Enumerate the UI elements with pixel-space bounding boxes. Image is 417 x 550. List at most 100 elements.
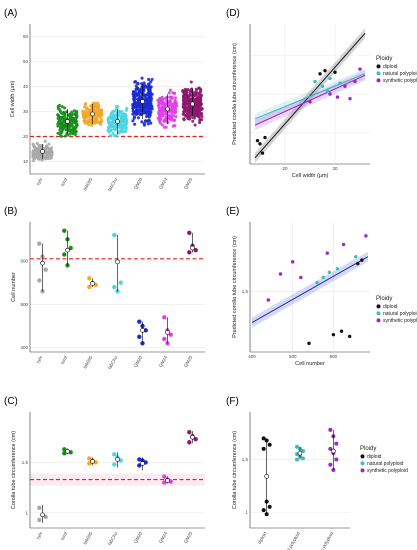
data-point: [97, 103, 101, 108]
data-point: [124, 127, 128, 131]
data-point: [308, 100, 312, 104]
data-point: [182, 110, 186, 114]
data-point: [263, 135, 267, 140]
data-point: [33, 157, 37, 161]
data-point: [132, 94, 136, 98]
panel-label-a: (A): [4, 8, 17, 19]
data-point: [37, 241, 42, 246]
data-point: [56, 113, 60, 117]
data-point: [69, 129, 73, 133]
data-point: [335, 95, 340, 99]
data-point: [195, 94, 199, 99]
data-point: [137, 319, 142, 324]
mean-marker: [140, 99, 145, 104]
data-point: [133, 79, 138, 84]
data-point: [113, 109, 117, 113]
data-point: [107, 120, 111, 124]
data-point: [139, 102, 143, 106]
data-point: [125, 119, 129, 123]
data-point: [66, 133, 70, 137]
y-axis-title: Cell width (µm): [10, 80, 16, 117]
data-point: [339, 329, 344, 333]
x-tick-label: QM24: [158, 355, 169, 369]
data-point: [328, 76, 332, 81]
data-point: [334, 441, 339, 446]
data-point: [145, 114, 149, 119]
data-point: [333, 70, 337, 74]
data-point: [117, 109, 121, 113]
data-point: [143, 119, 148, 123]
data-point: [139, 87, 143, 91]
fit-line: [254, 33, 366, 159]
data-point: [356, 261, 360, 266]
data-point: [198, 121, 202, 125]
data-point: [182, 118, 186, 122]
data-point: [48, 147, 52, 151]
data-point: [347, 334, 352, 339]
data-point: [118, 280, 123, 285]
legend-title: Ploidy: [376, 56, 392, 62]
mean-marker: [90, 281, 95, 286]
mean-marker: [65, 449, 70, 454]
data-point: [313, 79, 317, 84]
data-point: [46, 150, 50, 154]
data-point: [267, 442, 272, 447]
x-tick-label: 600: [330, 354, 338, 359]
data-point: [59, 126, 63, 130]
data-point: [132, 116, 136, 120]
y-axis-title: Predicted corolla tube circumference (cm…: [232, 43, 238, 145]
x-tick-label: sylv: [35, 530, 44, 540]
y-tick-label: 1: [245, 510, 248, 515]
x-tick-label: tabChu: [107, 355, 119, 370]
panel-label-f: (F): [226, 396, 239, 407]
data-point: [96, 106, 100, 110]
y-axis-title: Cell number: [11, 272, 17, 302]
data-point: [334, 457, 339, 462]
data-point: [100, 113, 104, 117]
data-point: [114, 134, 118, 138]
x-tick-label: tab095: [82, 177, 93, 192]
data-point: [134, 87, 138, 91]
data-point: [132, 97, 136, 101]
data-point: [354, 254, 358, 259]
data-point: [37, 517, 42, 523]
data-point: [37, 505, 42, 511]
data-point: [187, 109, 191, 113]
x-tick-label: 20: [282, 166, 288, 171]
data-point: [147, 95, 152, 99]
data-point: [173, 111, 177, 115]
legend-swatch: [376, 318, 381, 323]
legend-label: diploid: [383, 304, 398, 310]
data-point: [172, 114, 176, 118]
fit-line: [251, 256, 369, 323]
data-point: [169, 117, 173, 121]
data-point: [56, 106, 60, 110]
legend-swatch: [376, 304, 381, 309]
legend-swatch: [360, 468, 365, 473]
data-point: [192, 116, 196, 120]
panel-label-e: (E): [226, 206, 239, 217]
data-point: [160, 99, 164, 103]
data-point: [307, 341, 311, 346]
data-point: [189, 109, 193, 113]
data-point: [144, 94, 148, 98]
data-point: [197, 86, 201, 90]
data-point: [157, 106, 161, 110]
data-point: [43, 267, 48, 272]
data-point: [146, 122, 150, 126]
data-point: [71, 116, 75, 120]
data-point: [328, 92, 332, 96]
data-point: [99, 120, 103, 124]
data-point: [86, 123, 91, 127]
mean-marker: [190, 434, 195, 440]
data-point: [167, 91, 171, 95]
legend-swatch: [376, 311, 381, 316]
data-point: [133, 122, 137, 126]
data-point: [168, 114, 173, 119]
data-point: [147, 85, 151, 89]
data-point: [325, 251, 329, 255]
y-tick-label: 400: [20, 345, 28, 350]
data-point: [149, 121, 153, 125]
y-tick-label: 600: [20, 259, 28, 264]
data-point: [123, 114, 127, 118]
